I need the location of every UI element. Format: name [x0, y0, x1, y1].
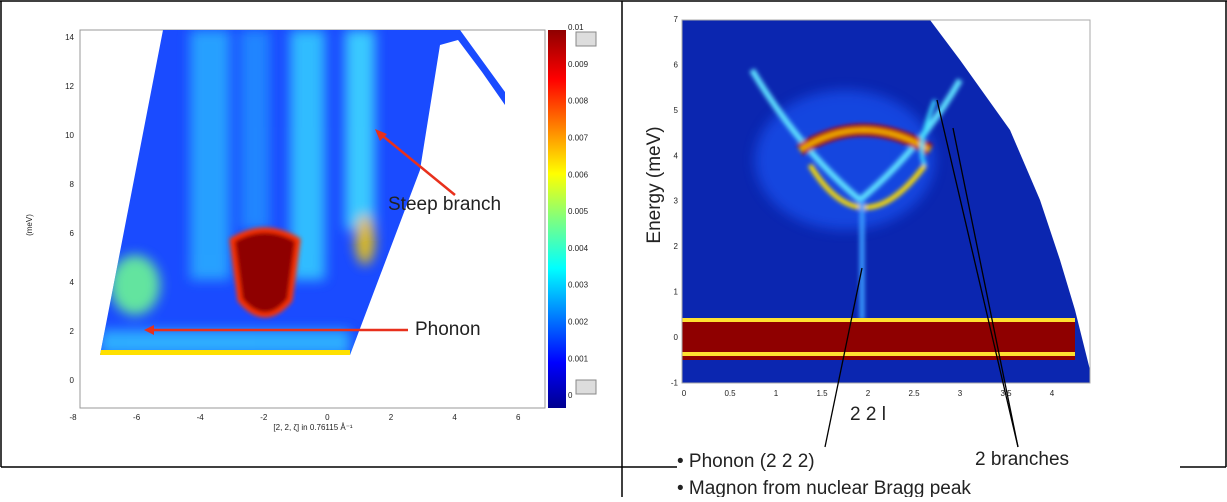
y-tick-label: 0: [674, 333, 679, 342]
y-tick-label: 0.006: [568, 170, 589, 179]
x-tick-label: 1: [774, 389, 779, 398]
y-tick-label: 0.008: [568, 97, 589, 106]
y-tick-label: 12: [65, 82, 74, 91]
annotation: 2 branches: [975, 449, 1069, 470]
y-tick-label: 7: [674, 15, 679, 24]
y-tick-label: 4: [674, 151, 679, 160]
y-tick-label: 14: [65, 33, 74, 42]
x-tick-label: 3.5: [1000, 389, 1012, 398]
y-tick-label: 6: [674, 61, 679, 70]
x-tick-label: 2.5: [908, 389, 920, 398]
y-tick-label: 6: [70, 229, 75, 238]
colorbar: [548, 30, 566, 408]
y-tick-label: 1: [674, 288, 679, 297]
x-tick-label: 2: [389, 413, 394, 422]
y-tick-label: 4: [70, 278, 75, 287]
x-tick-label: 0: [325, 413, 330, 422]
x-tick-label: 6: [516, 413, 521, 422]
x-tick-label: 0: [682, 389, 687, 398]
y-tick-label: 0.001: [568, 354, 589, 363]
x-tick-label: 4: [1050, 389, 1055, 398]
y-tick-label: 0.003: [568, 281, 589, 290]
x-tick-label: 4: [452, 413, 457, 422]
y-tick-label: 2: [674, 242, 679, 251]
x-tick-label: -2: [260, 413, 268, 422]
y-label: (meV): [25, 214, 34, 236]
y-tick-label: 0: [568, 391, 573, 400]
y-label: Energy (meV): [644, 126, 665, 243]
arrowhead: [144, 325, 154, 335]
y-tick-label: 0.002: [568, 318, 589, 327]
colorbar-arrows: [575, 31, 597, 395]
heatmap: [682, 20, 1090, 383]
annotation: Steep branch: [388, 194, 501, 215]
x-label: 2 2 l: [850, 404, 886, 425]
y-tick-label: 2: [70, 327, 75, 336]
y-tick-label: 8: [70, 180, 75, 189]
y-tick-label: 0.01: [568, 23, 584, 32]
x-tick-label: -4: [197, 413, 205, 422]
arrow: [377, 131, 456, 196]
y-tick-label: 0.009: [568, 60, 589, 69]
bullet: • Magnon from nuclear Bragg peak: [677, 478, 971, 497]
x-tick-label: -8: [69, 413, 77, 422]
x-label: [2, 2, ζ] in 0.76115 Å⁻¹: [273, 423, 353, 432]
x-tick-label: 2: [866, 389, 871, 398]
y-tick-label: 10: [65, 131, 74, 140]
y-tick-label: 3: [674, 197, 679, 206]
x-tick-label: 0.5: [724, 389, 736, 398]
pointer-lines: [824, 99, 1019, 448]
bullet: • Phonon (2 2 2): [677, 451, 815, 472]
x-tick-label: 1.5: [816, 389, 828, 398]
arrowhead: [375, 129, 387, 141]
y-tick-label: 0.007: [568, 134, 589, 143]
plot-area: [681, 19, 1091, 384]
x-tick-label: -6: [133, 413, 141, 422]
y-tick-label: 0.004: [568, 244, 589, 253]
y-tick-label: 0.005: [568, 207, 589, 216]
y-tick-label: 0: [70, 376, 75, 385]
y-tick-label: -1: [671, 378, 679, 387]
annotation: Phonon: [415, 319, 481, 340]
x-tick-label: 3: [958, 389, 963, 398]
y-tick-label: 5: [674, 106, 679, 115]
